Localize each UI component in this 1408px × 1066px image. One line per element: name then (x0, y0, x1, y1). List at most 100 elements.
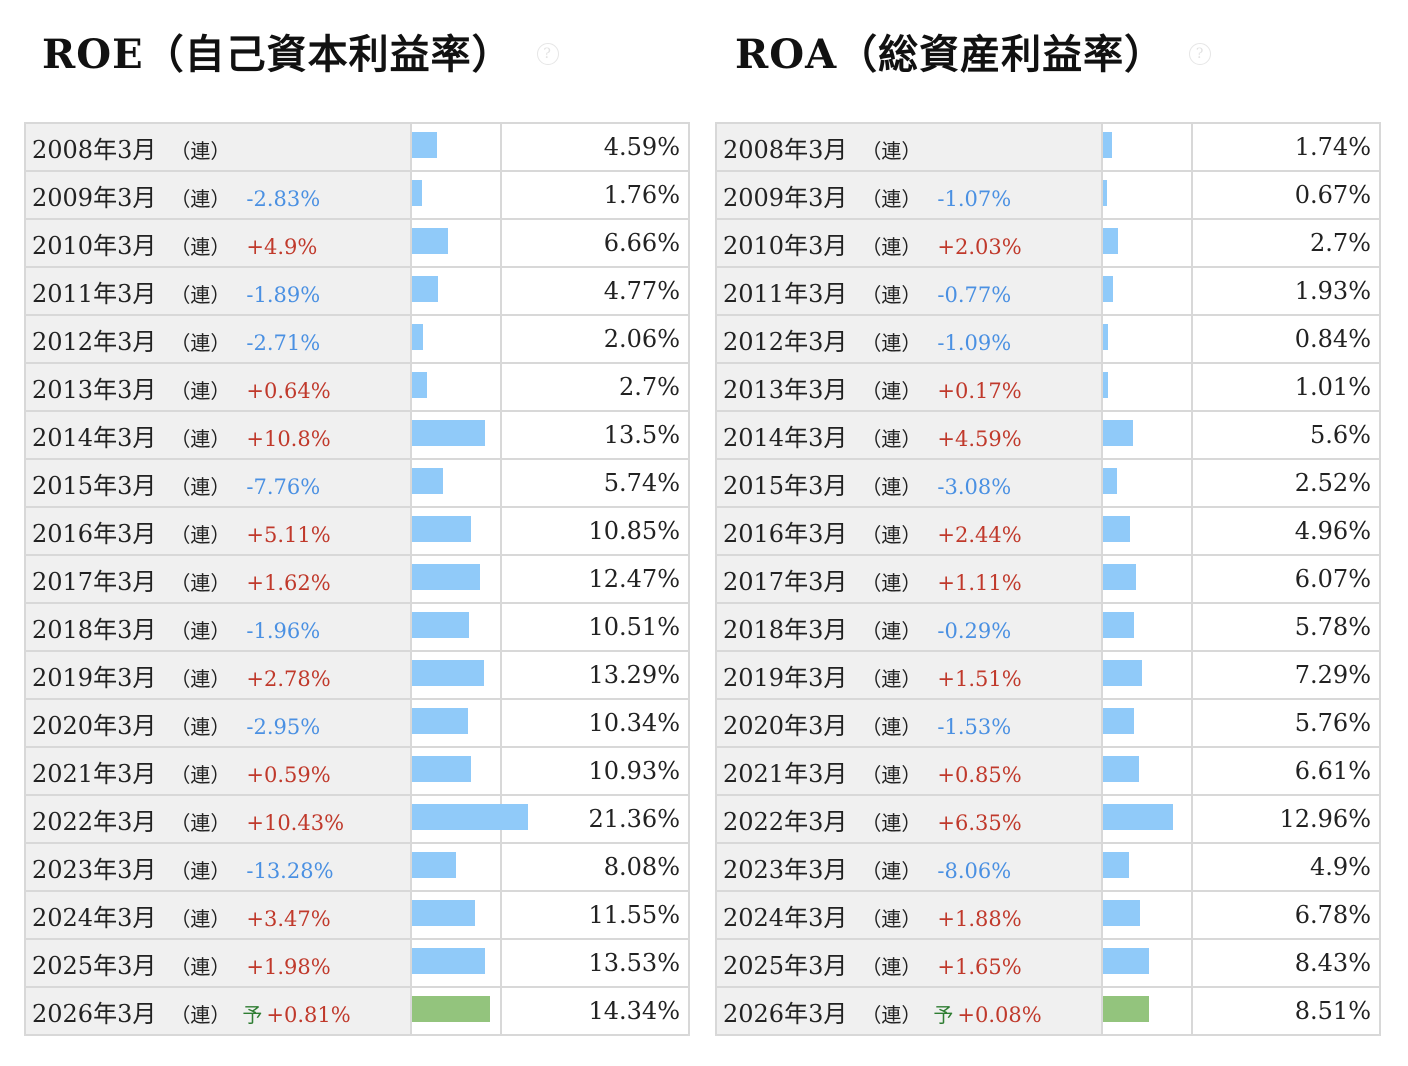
roa-period-cell: 2012年3月 （連） -1.09% (715, 314, 1103, 364)
roa-bar (1103, 612, 1134, 638)
roa-row: 2026年3月 （連） 予 +0.08% 8.51% (715, 986, 1381, 1036)
value-text: 10.51% (588, 613, 680, 641)
roa-row: 2021年3月 （連） +0.85% 6.61% (715, 746, 1381, 796)
roe-bar-cell (410, 170, 502, 220)
consolidated-mark: （連） (170, 474, 231, 499)
consolidated-mark: （連） (861, 810, 922, 835)
roe-row: 2021年3月 （連） +0.59% 10.93% (24, 746, 690, 796)
change-value: +0.85% (937, 762, 1022, 787)
value-text: 12.96% (1279, 805, 1371, 833)
consolidated-mark: （連） (170, 1002, 231, 1027)
period-label: 2013年3月 (723, 375, 848, 404)
roa-row: 2016年3月 （連） +2.44% 4.96% (715, 506, 1381, 556)
consolidated-mark: （連） (170, 186, 231, 211)
value-text: 8.51% (1294, 997, 1371, 1025)
period-label: 2009年3月 (32, 183, 157, 212)
roa-bar (1103, 324, 1108, 350)
change-value: +1.98% (246, 954, 331, 979)
roe-row: 2012年3月 （連） -2.71% 2.06% (24, 314, 690, 364)
value-text: 2.7% (1310, 229, 1371, 257)
roa-bar-cell (1101, 506, 1193, 556)
change-value: -7.76% (246, 474, 321, 499)
roa-row: 2019年3月 （連） +1.51% 7.29% (715, 650, 1381, 700)
roa-bar-cell (1101, 890, 1193, 940)
consolidated-mark: （連） (170, 666, 231, 691)
roe-bar (412, 660, 484, 686)
roa-bar-cell (1101, 458, 1193, 508)
roe-bar-cell (410, 410, 502, 460)
roa-bar (1103, 564, 1136, 590)
period-label: 2021年3月 (32, 759, 157, 788)
period-label: 2025年3月 (32, 951, 157, 980)
roa-bar (1103, 996, 1149, 1022)
period-label: 2011年3月 (32, 279, 157, 308)
roa-bar (1103, 804, 1173, 830)
roe-bar (412, 996, 490, 1022)
roe-value-cell: 10.85% (500, 506, 690, 556)
consolidated-mark: （連） (861, 138, 922, 163)
change-value: +1.51% (937, 666, 1022, 691)
roa-bar (1103, 372, 1108, 398)
roa-value-cell: 1.01% (1191, 362, 1381, 412)
forecast-mark: 予 (242, 1002, 263, 1027)
roa-bar-cell (1101, 938, 1193, 988)
roe-value-cell: 13.5% (500, 410, 690, 460)
value-text: 21.36% (588, 805, 680, 833)
period-label: 2026年3月 (32, 999, 157, 1028)
roa-row: 2011年3月 （連） -0.77% 1.93% (715, 266, 1381, 316)
change-value: -0.29% (937, 618, 1012, 643)
roa-row: 2020年3月 （連） -1.53% 5.76% (715, 698, 1381, 748)
period-label: 2023年3月 (723, 855, 848, 884)
roa-value-cell: 5.76% (1191, 698, 1381, 748)
change-value: +1.65% (937, 954, 1022, 979)
roe-title: ROE（自己資本利益率）? (42, 22, 559, 80)
roe-period-cell: 2022年3月 （連） +10.43% (24, 794, 412, 844)
question-circle-icon[interactable]: ? (1189, 43, 1212, 65)
roe-row: 2020年3月 （連） -2.95% 10.34% (24, 698, 690, 748)
period-label: 2019年3月 (723, 663, 848, 692)
roe-row: 2022年3月 （連） +10.43% 21.36% (24, 794, 690, 844)
roa-bar-cell (1101, 362, 1193, 412)
roe-value-cell: 10.51% (500, 602, 690, 652)
change-value: +5.11% (246, 522, 331, 547)
roa-bar-cell (1101, 650, 1193, 700)
change-value: +4.59% (937, 426, 1022, 451)
roe-row: 2015年3月 （連） -7.76% 5.74% (24, 458, 690, 508)
roe-bar (412, 324, 423, 350)
change-value: +1.88% (937, 906, 1022, 931)
roe-period-cell: 2008年3月 （連） (24, 122, 412, 172)
value-text: 1.93% (1294, 277, 1371, 305)
roa-value-cell: 0.84% (1191, 314, 1381, 364)
roa-row: 2013年3月 （連） +0.17% 1.01% (715, 362, 1381, 412)
value-text: 13.5% (603, 421, 680, 449)
roe-bar (412, 180, 422, 206)
roa-bar (1103, 660, 1142, 686)
value-text: 5.78% (1294, 613, 1371, 641)
roe-row: 2023年3月 （連） -13.28% 8.08% (24, 842, 690, 892)
value-text: 1.01% (1294, 373, 1371, 401)
change-value: +2.44% (937, 522, 1022, 547)
value-text: 8.43% (1294, 949, 1371, 977)
roe-bar (412, 564, 480, 590)
period-label: 2010年3月 (32, 231, 157, 260)
roe-value-cell: 2.06% (500, 314, 690, 364)
roa-bar (1103, 852, 1129, 878)
roa-period-cell: 2009年3月 （連） -1.07% (715, 170, 1103, 220)
period-label: 2018年3月 (723, 615, 848, 644)
question-circle-icon[interactable]: ? (536, 43, 559, 65)
forecast-mark: 予 (933, 1002, 954, 1027)
roa-row: 2023年3月 （連） -8.06% 4.9% (715, 842, 1381, 892)
roa-period-cell: 2008年3月 （連） (715, 122, 1103, 172)
roe-period-cell: 2015年3月 （連） -7.76% (24, 458, 412, 508)
period-label: 2012年3月 (32, 327, 157, 356)
consolidated-mark: （連） (170, 426, 231, 451)
value-text: 4.9% (1310, 853, 1371, 881)
roe-row: 2008年3月 （連） 4.59% (24, 122, 690, 172)
consolidated-mark: （連） (170, 522, 231, 547)
roa-bar-cell (1101, 170, 1193, 220)
roe-row: 2016年3月 （連） +5.11% 10.85% (24, 506, 690, 556)
value-text: 6.78% (1294, 901, 1371, 929)
roe-period-cell: 2009年3月 （連） -2.83% (24, 170, 412, 220)
roa-bar (1103, 468, 1117, 494)
roa-bar (1103, 756, 1139, 782)
